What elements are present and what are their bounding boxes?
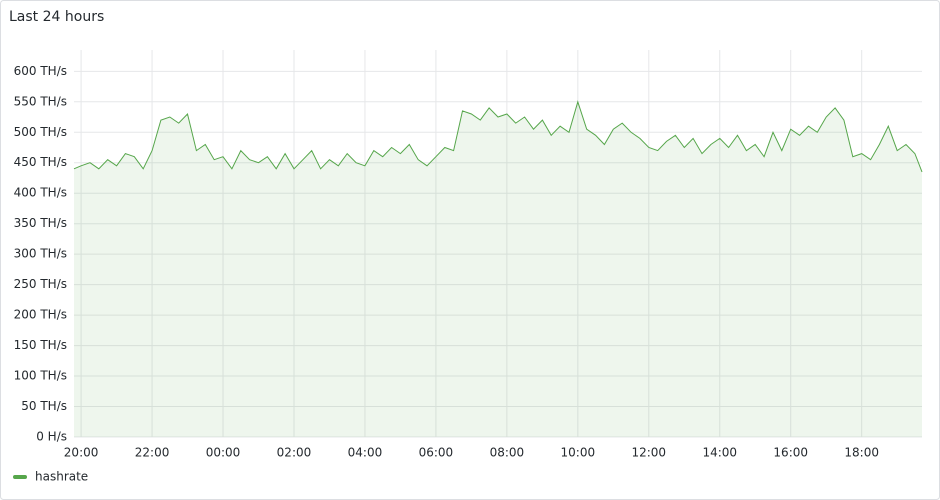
x-tick-label: 18:00 [844, 446, 879, 460]
area [74, 101, 922, 438]
x-tick-label: 10:00 [561, 446, 596, 460]
x-tick-label: 08:00 [490, 446, 525, 460]
x-tick-label: 02:00 [277, 446, 312, 460]
x-tick-label: 04:00 [348, 446, 383, 460]
x-tick-label: 22:00 [135, 446, 170, 460]
y-tick-label: 500 TH/s [14, 125, 67, 139]
x-tick-label: 20:00 [64, 446, 99, 460]
x-tick-label: 16:00 [773, 446, 808, 460]
y-tick-label: 50 TH/s [21, 399, 67, 413]
y-tick-label: 400 TH/s [14, 186, 67, 200]
x-tick-label: 00:00 [206, 446, 241, 460]
y-tick-label: 100 TH/s [14, 369, 67, 383]
y-tick-label: 300 TH/s [14, 247, 67, 261]
y-tick-label: 350 TH/s [14, 216, 67, 230]
y-tick-label: 200 TH/s [14, 308, 67, 322]
legend-label[interactable]: hashrate [35, 470, 88, 484]
panel-title: Last 24 hours [9, 9, 104, 25]
y-tick-label: 250 TH/s [14, 277, 67, 291]
y-tick-label: 600 TH/s [14, 64, 67, 78]
x-tick-label: 06:00 [419, 446, 454, 460]
line [73, 100, 923, 173]
y-tick-label: 550 TH/s [14, 94, 67, 108]
y-tick-label: 0 H/s [36, 430, 67, 444]
legend-swatch [13, 475, 27, 479]
x-tick-label: 14:00 [702, 446, 737, 460]
y-tick-label: 450 TH/s [14, 155, 67, 169]
y-tick-label: 150 TH/s [14, 338, 67, 352]
x-tick-label: 12:00 [631, 446, 666, 460]
